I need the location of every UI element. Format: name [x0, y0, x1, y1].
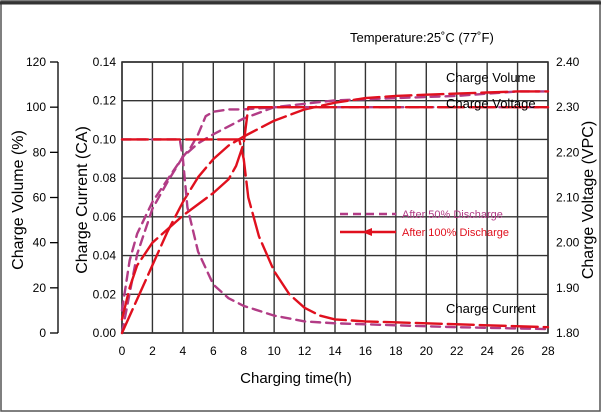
curve-label-charge-current: Charge Current [446, 301, 536, 316]
x-tick-label: 6 [210, 344, 217, 358]
x-tick-label: 4 [180, 344, 187, 358]
y-voltage-tick-label: 1.90 [556, 281, 580, 295]
x-tick-label: 18 [389, 344, 403, 358]
series-layer [120, 90, 550, 335]
y-current-tick-label: 0.14 [93, 55, 117, 69]
x-tick-label: 22 [450, 344, 464, 358]
legend-label-100: After 100% Discharge [402, 227, 509, 239]
y-voltage-tick-label: 2.00 [556, 236, 580, 250]
series-line-5 [120, 138, 550, 329]
y-axis-label-current: Charge Current (CA) [74, 126, 91, 274]
y-current-tick-label: 0.02 [93, 287, 117, 301]
curve-label-charge-volume: Charge Volume [446, 70, 536, 85]
y-current-tick-label: 0.04 [93, 249, 117, 263]
y-volume-tick-label: 80 [33, 145, 47, 159]
y-voltage-tick-label: 2.30 [556, 100, 580, 114]
y-volume-tick-label: 120 [26, 55, 46, 69]
tick-labels: 0 2 4 6 8 10 12 14 16 18 20 22 24 26 28020406080100120… [26, 55, 580, 358]
y-volume-tick-label: 60 [33, 191, 47, 205]
y-current-tick-label: 0.06 [93, 210, 117, 224]
series-line-3 [120, 105, 550, 321]
series-line-0 [120, 90, 550, 335]
x-tick-label: 10 [267, 344, 281, 358]
y-current-tick-label: 0.10 [93, 132, 117, 146]
y-volume-tick-label: 100 [26, 100, 46, 114]
y-voltage-tick-label: 2.10 [556, 191, 580, 205]
y-current-tick-label: 0.12 [93, 94, 117, 108]
legend-arrow-100 [362, 228, 372, 236]
x-tick-label: 26 [511, 344, 525, 358]
y-voltage-tick-label: 1.80 [556, 326, 580, 340]
y-axis-label-voltage: Charge Voltage (VPC) [580, 121, 597, 279]
x-tick-label: 2 [149, 344, 156, 358]
chart-title: Temperature:25˚C (77˚F) [350, 30, 494, 45]
series-line-1 [120, 90, 550, 335]
y-voltage-tick-label: 2.20 [556, 145, 580, 159]
x-axis-label: Charging time(h) [240, 370, 352, 387]
x-tick-label: 12 [298, 344, 312, 358]
y-current-tick-label: 0.00 [93, 326, 117, 340]
y-volume-tick-label: 40 [33, 236, 47, 250]
y-volume-tick-label: 20 [33, 281, 47, 295]
y-axis-label-volume: Charge Volume (%) [10, 130, 27, 270]
x-tick-label: 16 [359, 344, 373, 358]
x-tick-label: 20 [420, 344, 434, 358]
curve-label-charge-voltage: Charge Voltage [446, 96, 536, 111]
x-tick-label: 24 [480, 344, 494, 358]
x-tick-label: 0 [119, 344, 126, 358]
series-line-2 [120, 105, 550, 312]
y-volume-tick-label: 0 [39, 326, 46, 340]
x-tick-label: 8 [240, 344, 247, 358]
x-tick-label: 28 [541, 344, 555, 358]
series-line-4 [120, 138, 550, 331]
y-voltage-tick-label: 2.40 [556, 55, 580, 69]
y-current-tick-label: 0.08 [93, 171, 117, 185]
legend-label-50: After 50% Discharge [402, 209, 503, 221]
legend: After 50% Discharge After 100% Discharge [340, 209, 509, 239]
x-tick-label: 14 [328, 344, 342, 358]
